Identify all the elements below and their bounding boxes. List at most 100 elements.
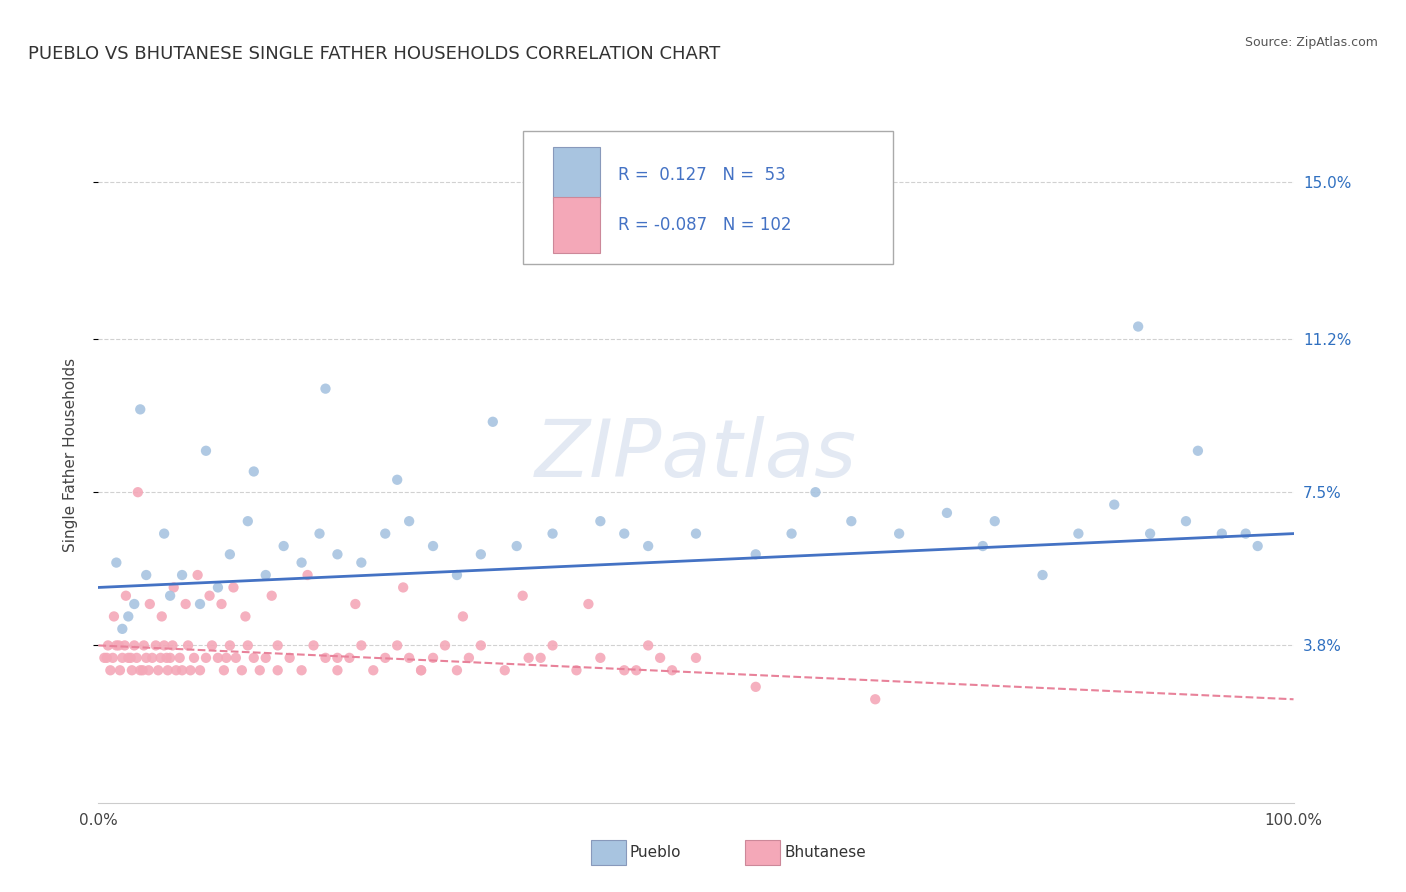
- Point: [114, 639, 136, 653]
- Point: [172, 663, 194, 677]
- Point: [121, 663, 143, 677]
- Point: [745, 680, 768, 694]
- Point: [183, 651, 205, 665]
- Point: [141, 651, 163, 665]
- Point: [260, 589, 283, 603]
- Point: [179, 663, 201, 677]
- Point: [889, 526, 911, 541]
- Point: [236, 514, 259, 528]
- Point: [613, 663, 636, 677]
- Point: [162, 639, 184, 653]
- Point: [302, 639, 325, 653]
- Point: [589, 514, 612, 528]
- Point: [187, 568, 209, 582]
- Point: [96, 651, 118, 665]
- Point: [326, 651, 349, 665]
- Point: [541, 639, 564, 653]
- Point: [780, 526, 803, 541]
- Point: [392, 581, 415, 595]
- Point: [470, 639, 492, 653]
- Point: [131, 663, 153, 677]
- Point: [637, 539, 659, 553]
- Point: [374, 526, 396, 541]
- Point: [139, 597, 162, 611]
- Point: [326, 547, 349, 561]
- Point: [344, 597, 367, 611]
- Point: [93, 651, 115, 665]
- Point: [512, 589, 534, 603]
- Point: [1104, 498, 1126, 512]
- Point: [201, 639, 224, 653]
- Point: [385, 639, 409, 653]
- Point: [207, 651, 229, 665]
- Point: [308, 526, 330, 541]
- Point: [108, 663, 131, 677]
- Point: [153, 526, 176, 541]
- Point: [745, 547, 768, 561]
- Point: [841, 514, 863, 528]
- Point: [451, 609, 474, 624]
- Point: [422, 651, 444, 665]
- Point: [177, 639, 200, 653]
- Point: [1211, 526, 1233, 541]
- Point: [243, 651, 266, 665]
- Point: [101, 651, 124, 665]
- Point: [434, 639, 457, 653]
- Point: [494, 663, 516, 677]
- Point: [565, 663, 588, 677]
- Point: [315, 382, 337, 396]
- Text: R =  0.127   N =  53: R = 0.127 N = 53: [619, 166, 786, 184]
- Text: Pueblo: Pueblo: [630, 846, 682, 860]
- Point: [105, 556, 128, 570]
- Point: [155, 651, 177, 665]
- Point: [169, 651, 191, 665]
- Y-axis label: Single Father Households: Single Father Households: [63, 358, 77, 552]
- FancyBboxPatch shape: [523, 131, 893, 264]
- Point: [105, 639, 128, 653]
- Point: [972, 539, 994, 553]
- Point: [125, 651, 148, 665]
- Point: [211, 597, 233, 611]
- Point: [129, 663, 152, 677]
- Point: [1032, 568, 1054, 582]
- Point: [219, 547, 242, 561]
- Point: [589, 651, 612, 665]
- Point: [398, 514, 420, 528]
- Point: [650, 651, 672, 665]
- Point: [249, 663, 271, 677]
- Point: [374, 651, 396, 665]
- Point: [1234, 526, 1257, 541]
- Point: [117, 651, 139, 665]
- Point: [1175, 514, 1198, 528]
- Point: [685, 526, 707, 541]
- Point: [936, 506, 959, 520]
- Point: [188, 597, 211, 611]
- Point: [339, 651, 361, 665]
- Point: [626, 663, 648, 677]
- Point: [127, 485, 149, 500]
- Point: [124, 597, 146, 611]
- Point: [135, 651, 157, 665]
- Point: [267, 639, 290, 653]
- Point: [212, 663, 235, 677]
- Point: [267, 663, 290, 677]
- Point: [117, 609, 139, 624]
- Point: [159, 651, 181, 665]
- Point: [637, 639, 659, 653]
- Point: [350, 639, 373, 653]
- Point: [446, 568, 468, 582]
- Point: [578, 597, 600, 611]
- Point: [163, 581, 186, 595]
- Point: [291, 556, 314, 570]
- Point: [422, 539, 444, 553]
- Point: [613, 526, 636, 541]
- Point: [446, 663, 468, 677]
- Point: [804, 485, 827, 500]
- Point: [363, 663, 385, 677]
- Point: [149, 651, 172, 665]
- Point: [1067, 526, 1090, 541]
- Point: [132, 639, 155, 653]
- Point: [297, 568, 319, 582]
- Point: [458, 651, 481, 665]
- Point: [231, 663, 253, 677]
